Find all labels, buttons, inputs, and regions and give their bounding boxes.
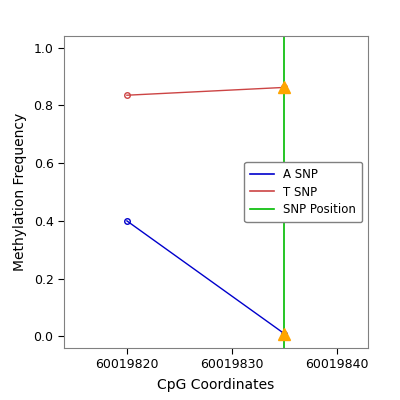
Y-axis label: Methylation Frequency: Methylation Frequency [13, 113, 27, 271]
X-axis label: CpG Coordinates: CpG Coordinates [157, 378, 275, 392]
Legend: A SNP, T SNP, SNP Position: A SNP, T SNP, SNP Position [244, 162, 362, 222]
